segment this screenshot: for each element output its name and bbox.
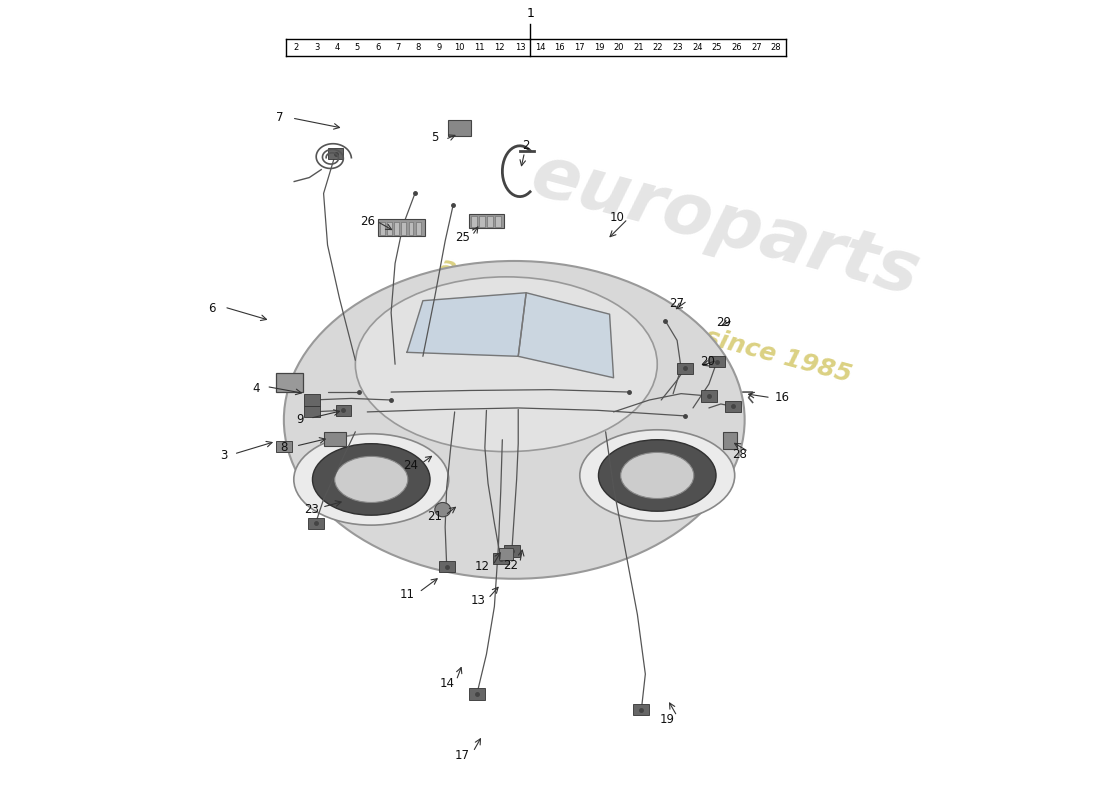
Text: 21: 21 [634,42,643,52]
Bar [394,222,399,234]
Text: 20: 20 [614,42,624,52]
Text: 10: 10 [610,210,625,224]
Text: 16: 16 [554,42,565,52]
Text: 25: 25 [455,230,470,244]
Polygon shape [407,293,526,356]
Text: 7: 7 [276,111,284,125]
Text: europarts: europarts [522,140,926,310]
Text: 23: 23 [672,42,683,52]
Ellipse shape [312,444,430,515]
Bar [487,217,493,227]
Bar [323,432,345,446]
Text: 13: 13 [515,42,526,52]
Text: 14: 14 [535,42,546,52]
Text: 7: 7 [395,42,400,52]
Text: 10: 10 [454,42,464,52]
Text: 3: 3 [221,449,228,462]
Bar [408,222,414,234]
Ellipse shape [294,434,449,525]
Bar [469,214,504,229]
Text: 26: 26 [732,42,742,52]
Text: 24: 24 [692,42,703,52]
Bar [480,217,485,227]
Text: 23: 23 [305,503,319,516]
Bar [469,688,485,699]
Bar [678,362,693,374]
Text: 19: 19 [660,713,675,726]
Bar [701,390,717,402]
Ellipse shape [284,261,745,578]
Text: 17: 17 [574,42,584,52]
Text: 20: 20 [700,355,715,368]
Text: 21: 21 [427,510,442,523]
Text: 5: 5 [355,42,360,52]
Text: 25: 25 [712,42,723,52]
Bar [449,120,471,136]
Text: 11: 11 [399,588,415,601]
Bar [499,548,514,561]
Bar [304,394,320,406]
Text: 3: 3 [314,42,319,52]
Ellipse shape [620,453,694,498]
Bar [276,442,292,453]
Text: 26: 26 [360,214,375,228]
Bar [439,562,454,572]
Text: 4: 4 [334,42,340,52]
Bar [723,432,737,450]
Bar [304,406,320,418]
Bar [495,217,500,227]
Text: 1: 1 [526,7,535,20]
Bar [708,356,725,367]
Text: 12: 12 [475,560,490,574]
Bar [308,518,323,529]
Ellipse shape [334,457,408,502]
Bar [725,401,740,412]
Text: 28: 28 [732,447,747,461]
Text: 8: 8 [280,441,287,454]
Ellipse shape [580,430,735,521]
Ellipse shape [598,440,716,511]
Bar [504,546,520,557]
Text: 14: 14 [439,677,454,690]
Text: 6: 6 [209,302,216,315]
Bar [416,222,420,234]
Bar [634,704,649,715]
Polygon shape [518,293,614,378]
Text: 9: 9 [436,42,441,52]
Text: 29: 29 [716,316,730,329]
Bar [276,373,303,392]
Text: 22: 22 [652,42,663,52]
Bar [336,405,351,416]
Text: 17: 17 [455,749,470,762]
Text: 27: 27 [670,297,684,310]
Text: 19: 19 [594,42,604,52]
Bar [387,222,392,234]
Text: 11: 11 [474,42,485,52]
Bar [377,219,426,236]
Text: 8: 8 [416,42,421,52]
Text: 27: 27 [751,42,761,52]
Text: 28: 28 [771,42,781,52]
Text: 6: 6 [375,42,381,52]
Text: 2: 2 [522,139,530,152]
Text: 2: 2 [294,42,299,52]
Ellipse shape [434,502,451,517]
Text: 9: 9 [296,414,304,426]
Text: 24: 24 [404,458,418,472]
Text: 5: 5 [431,131,439,144]
Bar [472,217,477,227]
Bar [379,222,385,234]
Text: 22: 22 [503,558,518,572]
Bar [328,148,343,159]
Text: 13: 13 [471,594,486,606]
Ellipse shape [355,277,658,452]
Text: a passion for parts since 1985: a passion for parts since 1985 [437,254,854,387]
Bar [493,554,508,565]
Text: 16: 16 [774,391,790,404]
Text: 12: 12 [494,42,505,52]
Text: 4: 4 [252,382,260,394]
Bar [402,222,406,234]
